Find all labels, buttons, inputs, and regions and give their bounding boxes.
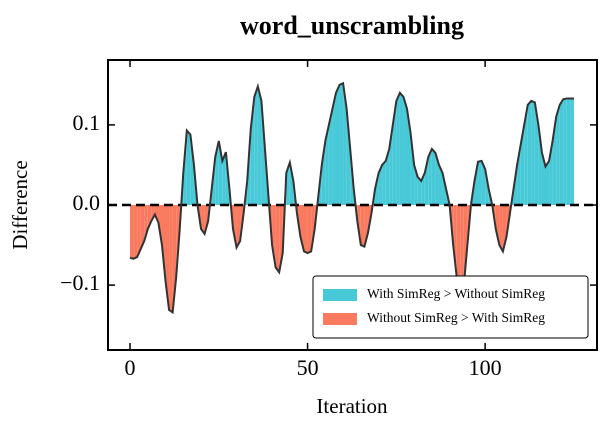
- area-fill: [343, 83, 347, 205]
- area-fill: [382, 160, 386, 205]
- legend: With SimReg > Without SimReg Without SimR…: [312, 275, 589, 339]
- area-fill: [570, 98, 574, 205]
- area-fill: [399, 92, 404, 205]
- area-fill: [133, 205, 138, 259]
- legend-label: With SimReg > Without SimReg: [367, 286, 545, 301]
- area-fill: [140, 205, 145, 250]
- area-fill: [563, 98, 567, 205]
- area-fill: [403, 96, 408, 205]
- area-fill: [428, 148, 432, 205]
- area-fill: [261, 100, 265, 205]
- x-tick-label: 50: [297, 355, 319, 380]
- area-fill: [435, 152, 439, 205]
- area-fill: [204, 205, 209, 234]
- area-fill: [378, 164, 383, 205]
- y-tick-label: 0.1: [73, 110, 101, 135]
- area-fill: [534, 102, 539, 205]
- area-fill: [438, 164, 443, 205]
- area-fill: [321, 140, 326, 205]
- area-fill: [431, 148, 436, 205]
- area-fill: [233, 205, 237, 248]
- area-fill: [151, 205, 155, 222]
- legend-swatch: [323, 289, 357, 301]
- area-fill: [222, 152, 226, 205]
- area-fill: [481, 160, 486, 205]
- area-fill: [545, 160, 550, 205]
- area-fill: [453, 205, 457, 278]
- area-fill: [360, 205, 365, 247]
- data-line: [129, 81, 574, 315]
- area-fill: [169, 205, 173, 313]
- area-fill: [524, 104, 528, 205]
- area-fill: [328, 108, 333, 205]
- area-fill: [272, 205, 276, 268]
- area-fill: [478, 160, 482, 205]
- area-fill: [531, 100, 535, 205]
- area-fill: [499, 205, 503, 252]
- legend-box: [312, 275, 589, 339]
- area-fill: [190, 134, 194, 205]
- area-fill: [201, 205, 205, 234]
- legend-label: Without SimReg > With SimReg: [367, 310, 545, 325]
- area-fill: [566, 98, 571, 205]
- area-fill: [257, 86, 262, 205]
- area-fill: [385, 148, 390, 205]
- area-fill: [396, 92, 400, 205]
- area-fill: [495, 205, 500, 246]
- area-fill: [307, 205, 312, 254]
- area-fill: [130, 205, 134, 259]
- area-fill: [137, 205, 141, 258]
- area-fill: [424, 156, 429, 205]
- y-axis-label: Difference: [8, 160, 32, 249]
- area-fill: [335, 84, 340, 205]
- area-fill: [275, 205, 280, 273]
- area-fill: [417, 176, 422, 205]
- area-fill: [392, 100, 397, 205]
- area-fill: [556, 104, 560, 205]
- area-fill: [332, 92, 336, 205]
- area-fill: [325, 124, 329, 205]
- area-fill: [339, 83, 344, 205]
- area-fill: [186, 130, 191, 205]
- area-fill: [346, 108, 351, 205]
- area-fill: [538, 124, 542, 205]
- chart-title: word_unscrambling: [240, 11, 464, 40]
- legend-swatch: [323, 313, 357, 325]
- area-fill: [289, 162, 294, 205]
- area-fill: [254, 86, 258, 205]
- y-tick-label: 0.0: [73, 190, 101, 215]
- area-fill: [304, 205, 308, 254]
- area-fill: [559, 99, 564, 205]
- area-fill: [236, 205, 241, 248]
- x-tick-label: 0: [125, 355, 136, 380]
- area-fill: [410, 132, 415, 205]
- y-tick-label: −0.1: [60, 270, 100, 295]
- area-fill: [474, 161, 479, 205]
- x-tick-label: 100: [469, 355, 502, 380]
- area-fill: [527, 100, 532, 205]
- x-axis-label: Iteration: [316, 394, 388, 418]
